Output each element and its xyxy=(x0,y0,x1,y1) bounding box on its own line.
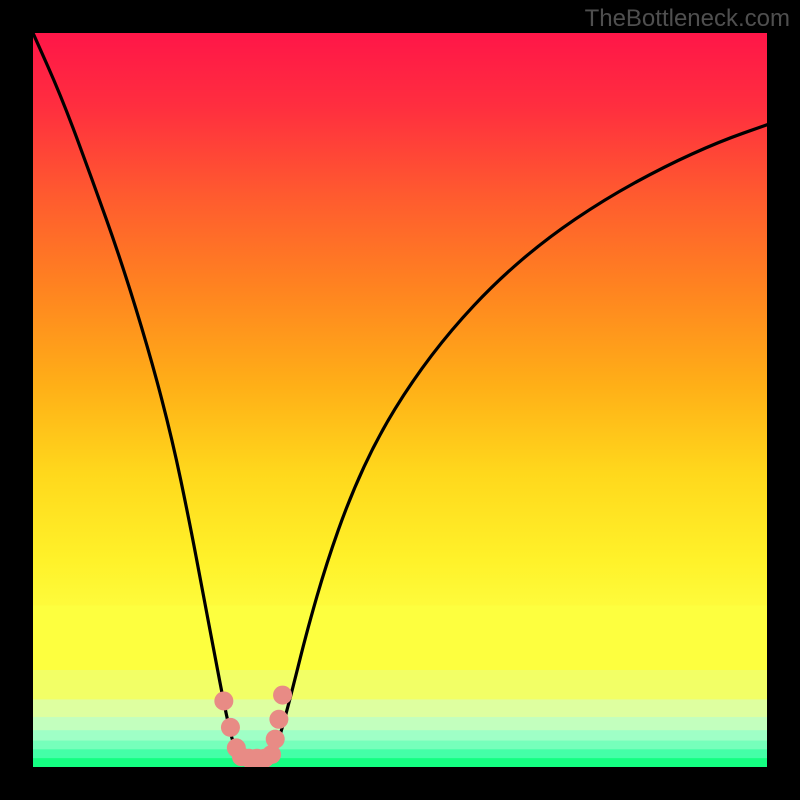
curve-marker xyxy=(214,691,233,710)
curve-marker xyxy=(221,718,240,737)
bottom-stripes xyxy=(33,606,767,767)
curve-marker xyxy=(273,686,292,705)
attribution-label: TheBottleneck.com xyxy=(585,5,790,33)
curve-marker xyxy=(269,710,288,729)
curve-marker xyxy=(266,730,285,749)
chart-canvas: TheBottleneck.com xyxy=(0,0,800,800)
bottleneck-chart-svg xyxy=(0,0,800,800)
